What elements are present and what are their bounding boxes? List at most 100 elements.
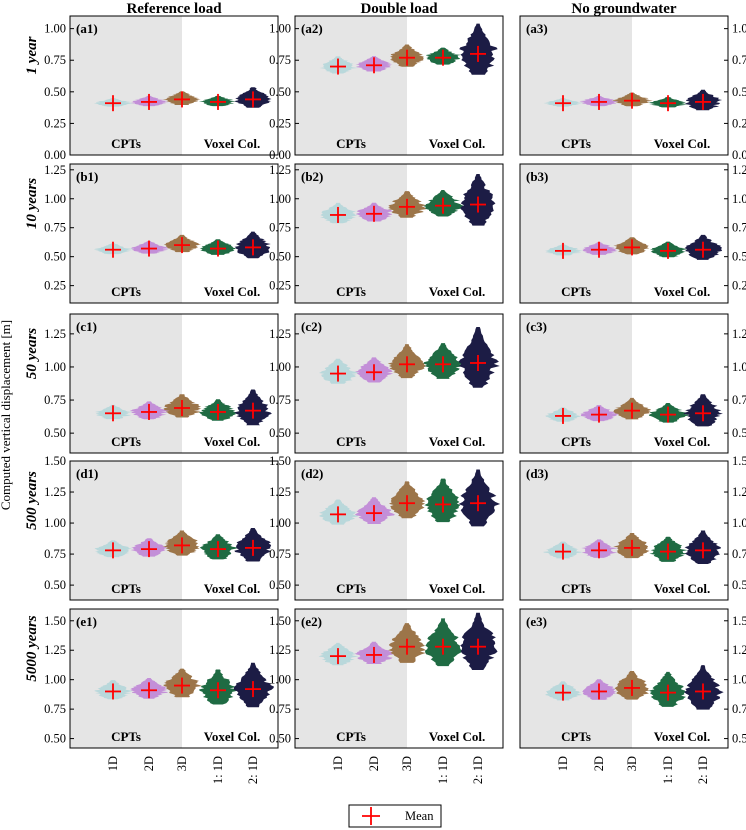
violin-4-left	[649, 536, 668, 562]
violin-4-left	[199, 239, 218, 255]
violin-3-left	[612, 92, 632, 107]
x-tick-label: 2D	[142, 756, 156, 771]
y-tick-label: 1.00	[732, 192, 746, 206]
violin-3-left	[162, 91, 182, 105]
y-tick-label: 0.75	[44, 221, 66, 235]
panel-label: (e2)	[301, 614, 322, 629]
panel: 0.00 0.25 0.50 0.75 1.00 (a1) CPTs Voxel Col.	[44, 15, 279, 162]
group-label-voxel: Voxel Col.	[204, 284, 261, 299]
y-tick-label: 1.50	[269, 454, 291, 468]
y-tick-label: 0.50	[44, 250, 66, 264]
y-tick-label: 0.25	[732, 279, 746, 293]
panel: 0.50 0.75 1.00 1.25 1.50 (e2) CPTs Voxel Col.	[269, 608, 504, 749]
violin-3-right	[407, 344, 428, 379]
violin-4-left	[650, 241, 668, 258]
violin-2-left	[355, 202, 374, 222]
y-tick-label: 1.00	[732, 673, 746, 687]
panel-label: (b2)	[301, 169, 323, 184]
y-tick-label: 1.00	[44, 516, 66, 530]
group-label-cpts: CPTs	[111, 729, 141, 744]
y-tick-label: 0.75	[732, 221, 746, 235]
violin-1-right	[113, 404, 133, 420]
y-tick-label: 0.75	[44, 393, 66, 407]
violin-3-right	[182, 91, 201, 105]
panel-label: (a1)	[76, 21, 98, 36]
violin-3-left	[388, 623, 407, 663]
y-tick-label: 0.50	[732, 250, 746, 264]
violin-3-left	[163, 394, 182, 418]
violin-5-left	[458, 326, 478, 388]
violin-5-left	[684, 530, 703, 565]
violin-4-right	[218, 95, 237, 107]
y-tick-label: 1.25	[269, 327, 291, 341]
y-tick-label: 1.00	[732, 516, 746, 530]
cpt-region	[70, 461, 182, 600]
violin-1-left	[543, 541, 563, 559]
violin-5-left	[234, 389, 253, 426]
y-tick-label: 1.50	[44, 454, 66, 468]
y-tick-label: 1.00	[269, 516, 291, 530]
violin-2-right	[599, 95, 619, 107]
panel-frame	[519, 460, 729, 601]
y-tick-label: 1.25	[269, 643, 291, 657]
violin-4-left	[648, 671, 668, 707]
panel-label: (c1)	[76, 319, 97, 334]
y-tick-label: 1.25	[44, 643, 66, 657]
group-label-cpts: CPTs	[336, 284, 366, 299]
violin-3-right	[632, 397, 651, 420]
violin-5-right	[478, 23, 498, 75]
y-tick-label: 0.75	[44, 702, 66, 716]
violin-4-right	[668, 241, 689, 258]
cpt-region	[295, 16, 407, 155]
violin-2-right	[374, 497, 395, 525]
violin-4-right	[668, 536, 689, 562]
y-tick-label: 1.00	[269, 360, 291, 374]
violin-4-right	[218, 399, 237, 421]
y-tick-label: 0.75	[269, 393, 291, 407]
y-tick-label: 1.00	[44, 192, 66, 206]
panel-label: (a3)	[526, 21, 548, 36]
y-tick-label: 1.25	[269, 163, 291, 177]
y-tick-label: 1.25	[732, 643, 746, 657]
cpt-region	[520, 609, 632, 748]
y-tick-label: 1.25	[44, 327, 66, 341]
violin-3-left	[388, 191, 407, 218]
violin-2-left	[355, 56, 374, 72]
cpt-region	[520, 314, 632, 453]
y-tick-label: 0.25	[732, 116, 746, 130]
violin-1-right	[338, 358, 359, 384]
violin-5-right	[703, 89, 723, 111]
panel: 0.25 0.50 0.75 1.00 1.25 (b1) CPTs Voxel Col.	[44, 163, 279, 304]
x-tick-label: 2: 1D	[471, 756, 485, 784]
violin-4-left	[199, 669, 218, 705]
y-tick-label: 0.50	[44, 578, 66, 592]
group-label-cpts: CPTs	[561, 136, 591, 151]
group-label-voxel: Voxel Col.	[204, 729, 261, 744]
violin-3-right	[407, 481, 426, 519]
violin-1-right	[563, 98, 584, 107]
y-tick-label: 0.50	[269, 250, 291, 264]
group-label-voxel: Voxel Col.	[654, 581, 711, 596]
panel-label: (d3)	[526, 466, 548, 481]
group-label-voxel: Voxel Col.	[654, 434, 711, 449]
group-label-voxel: Voxel Col.	[429, 729, 486, 744]
violin-5-right	[703, 394, 723, 427]
y-tick-label: 1.25	[732, 485, 746, 499]
violin-2-left	[130, 678, 149, 699]
y-tick-label: 0.00	[269, 148, 291, 162]
violin-1-left	[545, 681, 563, 701]
y-tick-label: 0.75	[269, 221, 291, 235]
group-label-voxel: Voxel Col.	[654, 729, 711, 744]
violin-2-left	[581, 539, 599, 558]
violin-1-left	[95, 404, 113, 420]
violin-4-right	[443, 343, 466, 379]
violin-5-right	[253, 87, 272, 108]
violin-4-left	[648, 402, 668, 423]
y-tick-label: 0.50	[44, 426, 66, 440]
violin-1-left	[319, 358, 338, 384]
cpt-region	[520, 461, 632, 600]
violin-5-left	[684, 665, 703, 710]
violin-2-left	[582, 242, 599, 255]
violin-5-left	[458, 469, 478, 527]
